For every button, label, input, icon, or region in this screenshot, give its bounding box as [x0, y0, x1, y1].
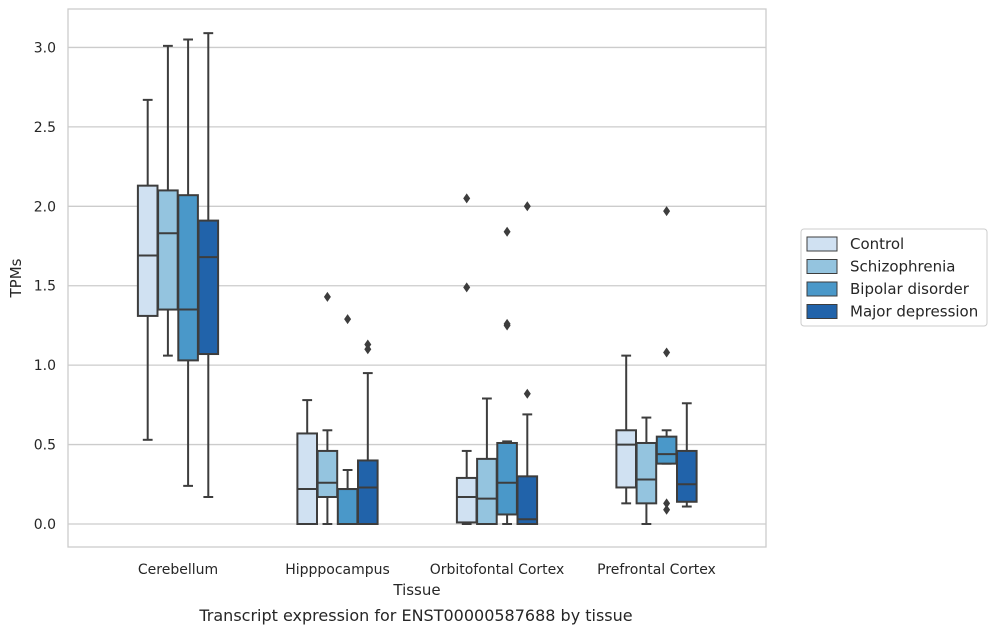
- y-tick-label: 1.5: [34, 279, 56, 295]
- box-group: [615, 354, 638, 505]
- y-axis-ticks: 0.0 0.5 1.0 1.5 2.0 2.5 3.0: [34, 40, 56, 533]
- x-tick-label: Prefrontal Cortex: [597, 562, 716, 578]
- box: [197, 219, 220, 356]
- box-group: [635, 416, 658, 525]
- outlier-point: [344, 314, 352, 325]
- outlier-point: [463, 193, 471, 204]
- box: [676, 449, 698, 503]
- box-group: [316, 291, 339, 525]
- x-tick-label: Cerebellum: [138, 562, 218, 578]
- box-group: [197, 32, 220, 498]
- box: [296, 432, 318, 526]
- box-group: [336, 314, 359, 526]
- box: [496, 441, 518, 516]
- box-group: [496, 226, 518, 525]
- box: [177, 194, 199, 362]
- outlier-point: [364, 339, 372, 350]
- legend-label: Control: [850, 235, 904, 253]
- box: [615, 429, 638, 489]
- x-axis-ticks: Cerebellum Hipppocampus Orbitofontal Corte…: [138, 562, 716, 578]
- y-tick-label: 2.5: [34, 120, 56, 136]
- x-axis-label: Tissue: [392, 581, 440, 599]
- plot-frame: [67, 8, 767, 548]
- box-group: [455, 193, 478, 525]
- box-group: [476, 397, 498, 525]
- box: [516, 475, 539, 525]
- legend: Control Schizophrenia Bipolar disorder Majo…: [800, 228, 988, 327]
- outlier-point: [663, 347, 671, 358]
- figure-caption: Transcript expression for ENST0000058768…: [199, 606, 633, 625]
- y-tick-label: 3.0: [34, 40, 56, 56]
- box-group: [655, 206, 678, 515]
- outlier-point: [663, 498, 671, 509]
- x-tick-label: Orbitofontal Cortex: [430, 562, 565, 578]
- legend-label: Bipolar disorder: [850, 280, 970, 298]
- legend-swatch: [806, 236, 838, 252]
- box: [635, 441, 658, 505]
- y-axis-label: TPMs: [7, 258, 25, 298]
- legend-swatch: [806, 281, 838, 297]
- outlier-point: [523, 388, 531, 399]
- outlier-point: [503, 318, 511, 329]
- y-tick-label: 0.5: [34, 438, 56, 454]
- legend-swatch: [806, 304, 838, 319]
- outlier-point: [663, 504, 671, 515]
- box: [316, 449, 339, 498]
- outlier-point: [663, 206, 671, 217]
- legend-frame: [800, 228, 988, 327]
- box: [455, 476, 478, 524]
- outlier-point: [503, 226, 511, 237]
- box: [136, 184, 159, 317]
- legend-label: Major depression: [850, 303, 978, 321]
- box-group: [136, 98, 159, 441]
- box-group: [296, 399, 318, 526]
- outlier-point: [523, 201, 531, 212]
- box-group: [177, 38, 199, 487]
- y-tick-label: 0.0: [34, 517, 56, 533]
- box: [655, 435, 678, 465]
- box-group: [157, 44, 179, 357]
- x-tick-label: Hipppocampus: [285, 562, 390, 578]
- box: [357, 459, 379, 525]
- box: [336, 488, 359, 526]
- outlier-point: [323, 291, 331, 302]
- box-group: [357, 339, 379, 525]
- legend-label: Schizophrenia: [850, 258, 955, 276]
- y-tick-label: 2.0: [34, 199, 56, 215]
- box-group: [516, 201, 539, 525]
- box: [476, 457, 498, 525]
- boxes-layer: [136, 32, 698, 526]
- y-tick-label: 1.0: [34, 358, 56, 374]
- box: [157, 189, 179, 311]
- outlier-point: [463, 282, 471, 293]
- box-group: [676, 402, 698, 508]
- legend-swatch: [806, 259, 838, 274]
